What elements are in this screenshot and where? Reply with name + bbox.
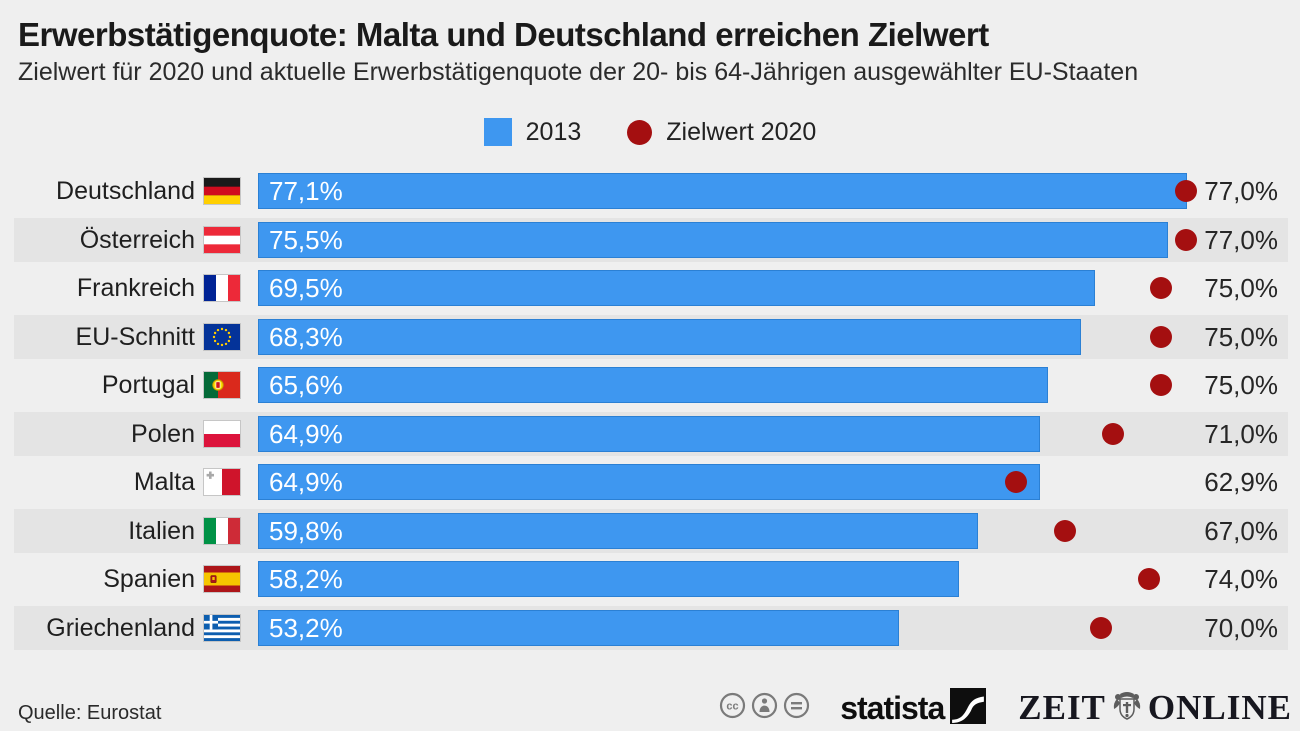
- value-bar: 64,9%: [258, 464, 1040, 500]
- value-bar: 59,8%: [258, 512, 979, 549]
- chart-row-at: Österreich 75,5% 77,0%: [0, 216, 1300, 264]
- statista-mark-icon: [950, 687, 987, 729]
- chart-row-mt: Malta 64,9% 62,9%: [0, 458, 1300, 506]
- target-label: 75,0%: [1204, 273, 1278, 303]
- target-dot-icon: [1174, 180, 1197, 202]
- de-flag-icon: [203, 177, 241, 205]
- gr-flag-icon: [203, 613, 241, 642]
- value-bar: 68,3%: [258, 318, 1081, 355]
- page-title: Erwerbstätigenquote: Malta und Deutschla…: [18, 16, 989, 53]
- online-wordmark: ONLINE: [1147, 688, 1292, 727]
- target-label: 62,9%: [1204, 467, 1278, 497]
- target-dot-icon: [1004, 471, 1027, 493]
- source-note: Quelle: Eurostat: [18, 702, 162, 724]
- value-bar: 53,2%: [258, 609, 899, 646]
- target-dot-icon: [1174, 228, 1197, 251]
- target-label: 77,0%: [1204, 224, 1278, 255]
- value-label: 59,8%: [269, 515, 343, 546]
- value-label: 68,3%: [269, 321, 343, 352]
- value-label: 69,5%: [269, 273, 343, 303]
- value-label: 64,9%: [269, 418, 343, 449]
- chart-row-pl: Polen 64,9% 71,0%: [0, 410, 1300, 458]
- target-dot-icon: [627, 119, 653, 145]
- legend-bar-label: 2013: [525, 117, 582, 146]
- zeit-online-logo[interactable]: ZEIT ONLINE: [1018, 688, 1292, 728]
- target-label: 71,0%: [1204, 418, 1278, 449]
- target-dot-icon: [1102, 422, 1125, 445]
- target-dot-icon: [1054, 519, 1077, 542]
- target-dot-icon: [1138, 568, 1161, 590]
- target-label: 70,0%: [1204, 612, 1278, 643]
- zeit-wordmark: ZEIT: [1018, 688, 1106, 727]
- zeit-crest-icon: [1108, 689, 1146, 728]
- cc-nd-icon[interactable]: [783, 692, 810, 724]
- target-dot-icon: [1090, 616, 1113, 639]
- target-dot-icon: [1150, 325, 1173, 348]
- country-label: Österreich: [79, 225, 195, 254]
- value-bar: 58,2%: [258, 561, 960, 597]
- cc-by-icon[interactable]: [751, 692, 778, 724]
- target-dot-icon: [1150, 374, 1173, 396]
- cc-icon[interactable]: cc: [719, 692, 746, 724]
- legend-item-zielwert: Zielwert 2020: [627, 118, 816, 147]
- bar-chart: Deutschland 77,1% 77,0% Österreich 75,5% 77,0…: [0, 167, 1300, 653]
- value-label: 75,5%: [269, 224, 343, 255]
- legend-dot-label: Zielwert 2020: [666, 117, 817, 146]
- country-label: Deutschland: [56, 177, 195, 205]
- country-label: Griechenland: [46, 613, 195, 642]
- chart-row-it: Italien 59,8% 67,0%: [0, 507, 1300, 555]
- legend: 2013 Zielwert 2020: [0, 112, 1300, 152]
- chart-row-gr: Griechenland 53,2% 70,0%: [0, 604, 1300, 652]
- value-bar: 69,5%: [258, 270, 1096, 306]
- bar-swatch-icon: [483, 118, 512, 146]
- page-subtitle: Zielwert für 2020 und aktuelle Erwerbstä…: [18, 58, 1139, 86]
- value-label: 65,6%: [269, 370, 343, 400]
- chart-row-eu: EU-Schnitt 68,3% 75,0%: [0, 313, 1300, 361]
- target-dot-icon: [1150, 277, 1173, 299]
- country-label: Polen: [131, 419, 195, 448]
- value-label: 58,2%: [269, 564, 343, 594]
- footer-branding: cc statista ZEIT ONLINE: [719, 687, 1292, 729]
- chart-row-de: Deutschland 77,1% 77,0%: [0, 167, 1300, 215]
- legend-item-2013: 2013: [483, 117, 582, 147]
- value-bar: 75,5%: [258, 221, 1168, 258]
- target-label: 75,0%: [1204, 370, 1278, 400]
- svg-text:cc: cc: [727, 701, 739, 713]
- value-label: 53,2%: [269, 612, 343, 643]
- es-flag-icon: [203, 565, 241, 593]
- eu-flag-icon: [203, 322, 241, 351]
- value-bar: 77,1%: [258, 173, 1187, 209]
- target-label: 75,0%: [1204, 321, 1278, 352]
- country-label: Frankreich: [76, 274, 195, 302]
- country-label: Malta: [133, 468, 195, 496]
- country-label: Portugal: [101, 371, 195, 399]
- it-flag-icon: [203, 516, 241, 545]
- chart-row-es: Spanien 58,2% 74,0%: [0, 555, 1300, 603]
- statista-wordmark: statista: [840, 689, 945, 726]
- value-label: 77,1%: [269, 176, 343, 206]
- country-label: Spanien: [103, 565, 195, 593]
- mt-flag-icon: [203, 468, 241, 496]
- statista-logo[interactable]: statista: [840, 687, 987, 729]
- country-label: EU-Schnitt: [75, 322, 195, 351]
- chart-row-fr: Frankreich 69,5% 75,0%: [0, 264, 1300, 312]
- fr-flag-icon: [203, 274, 241, 302]
- country-label: Italien: [128, 516, 195, 545]
- pl-flag-icon: [203, 419, 241, 448]
- value-bar: 65,6%: [258, 367, 1049, 403]
- target-label: 67,0%: [1204, 515, 1278, 546]
- value-bar: 64,9%: [258, 415, 1040, 452]
- at-flag-icon: [203, 225, 241, 254]
- cc-license-group: cc: [719, 692, 810, 724]
- target-label: 77,0%: [1204, 176, 1278, 206]
- chart-row-pt: Portugal 65,6% 75,0%: [0, 361, 1300, 409]
- target-label: 74,0%: [1204, 564, 1278, 594]
- value-label: 64,9%: [269, 467, 343, 497]
- pt-flag-icon: [203, 371, 241, 399]
